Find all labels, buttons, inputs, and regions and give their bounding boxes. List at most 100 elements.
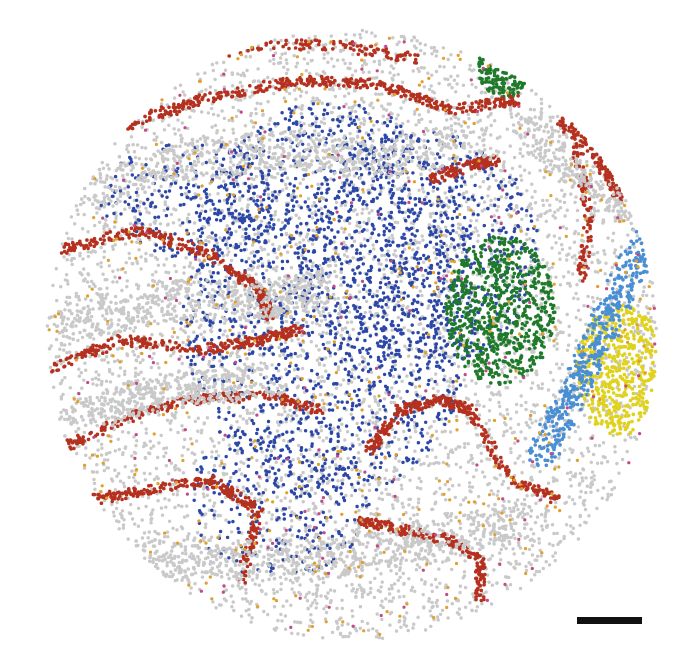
cell-dot xyxy=(313,504,317,508)
cell-dot xyxy=(136,355,140,359)
cell-dot xyxy=(645,305,649,309)
cell-dot xyxy=(408,497,413,501)
cell-dot xyxy=(495,136,500,140)
cell-dot xyxy=(642,285,646,289)
cell-dot xyxy=(396,72,400,77)
cell-dot xyxy=(471,592,475,596)
cell-dot xyxy=(225,224,229,228)
cell-dot xyxy=(449,74,453,79)
cell-dot xyxy=(165,530,170,534)
cell-dot xyxy=(238,414,242,418)
cell-dot xyxy=(636,310,641,314)
cell-dot xyxy=(470,456,474,460)
cell-dot xyxy=(565,258,569,262)
cell-dot xyxy=(565,208,569,212)
cell-dot xyxy=(222,60,226,65)
cell-dot xyxy=(595,250,600,255)
cell-dot xyxy=(392,469,396,474)
cell-dot xyxy=(351,327,355,332)
cell-dot xyxy=(304,320,309,324)
cell-dot xyxy=(353,109,358,114)
cell-dot xyxy=(387,210,391,215)
cell-dot xyxy=(277,423,281,427)
cell-dot xyxy=(474,85,478,90)
cell-dot xyxy=(403,247,407,251)
cell-dot xyxy=(271,588,276,592)
cell-dot xyxy=(394,629,399,633)
cell-dot xyxy=(82,378,86,382)
cell-dot xyxy=(564,500,568,505)
cell-dot xyxy=(529,206,534,211)
cell-dot xyxy=(613,450,617,454)
cell-dot xyxy=(140,518,144,522)
cell-dot xyxy=(400,379,404,383)
cell-dot xyxy=(124,326,128,330)
cell-dot xyxy=(547,542,552,546)
cell-dot xyxy=(314,591,319,596)
cell-dot xyxy=(519,430,523,434)
cell-dot xyxy=(476,239,480,243)
cell-dot xyxy=(209,329,214,334)
cell-dot xyxy=(486,194,490,198)
cell-dot xyxy=(599,179,603,184)
cell-dot xyxy=(419,48,423,53)
cell-dot xyxy=(194,439,199,443)
cell-dot xyxy=(355,224,359,228)
cell-dot xyxy=(139,255,143,259)
cell-dot xyxy=(367,211,371,215)
cell-dot xyxy=(502,150,506,155)
cell-dot xyxy=(290,338,294,343)
cell-dot xyxy=(493,476,497,480)
cell-dot xyxy=(610,265,614,270)
cell-dot xyxy=(493,197,497,201)
cell-dot xyxy=(111,280,115,284)
cell-dot xyxy=(358,459,362,464)
cell-dot xyxy=(470,546,474,550)
cell-dot xyxy=(159,506,164,510)
cell-dot xyxy=(441,460,446,465)
cell-dot xyxy=(114,214,118,218)
cell-dot xyxy=(93,250,98,254)
cell-dot xyxy=(306,508,310,513)
cell-dot xyxy=(253,407,257,411)
cell-dot xyxy=(78,251,82,255)
cell-dot xyxy=(284,367,288,371)
cell-dot xyxy=(216,113,220,118)
cell-dot xyxy=(313,535,317,539)
cell-dot xyxy=(306,479,311,483)
cell-dot xyxy=(587,449,591,454)
cell-dot xyxy=(380,497,385,502)
cell-dot xyxy=(254,174,259,179)
cell-dot xyxy=(213,89,218,93)
cell-dot xyxy=(301,238,306,242)
cell-dot xyxy=(209,235,213,240)
cell-dot xyxy=(419,479,423,484)
cell-dot xyxy=(238,242,243,246)
cell-dot xyxy=(202,495,206,499)
cell-dot xyxy=(431,386,436,391)
cell-dot xyxy=(359,586,363,590)
cell-dot xyxy=(416,501,421,505)
cell-dot xyxy=(571,526,576,530)
cell-dot xyxy=(364,299,369,304)
cell-dot xyxy=(221,333,225,337)
cell-dot xyxy=(202,421,206,425)
cell-dot xyxy=(129,168,133,172)
cell-dot xyxy=(372,595,377,600)
cell-dot xyxy=(392,252,396,257)
cell-dot xyxy=(216,377,220,381)
cell-dot xyxy=(235,374,239,378)
cell-dot xyxy=(213,77,217,82)
cell-dot xyxy=(173,468,177,472)
cell-dot xyxy=(315,358,320,362)
cell-dot xyxy=(392,465,397,470)
cell-dot xyxy=(253,582,257,586)
cell-dot xyxy=(125,279,129,283)
cell-dot xyxy=(62,255,66,259)
cell-dot xyxy=(65,322,69,327)
cell-dot xyxy=(652,320,657,324)
cell-dot xyxy=(538,168,542,173)
cell-dot xyxy=(503,365,507,369)
cell-dot xyxy=(363,429,367,433)
cell-dot xyxy=(128,180,132,184)
